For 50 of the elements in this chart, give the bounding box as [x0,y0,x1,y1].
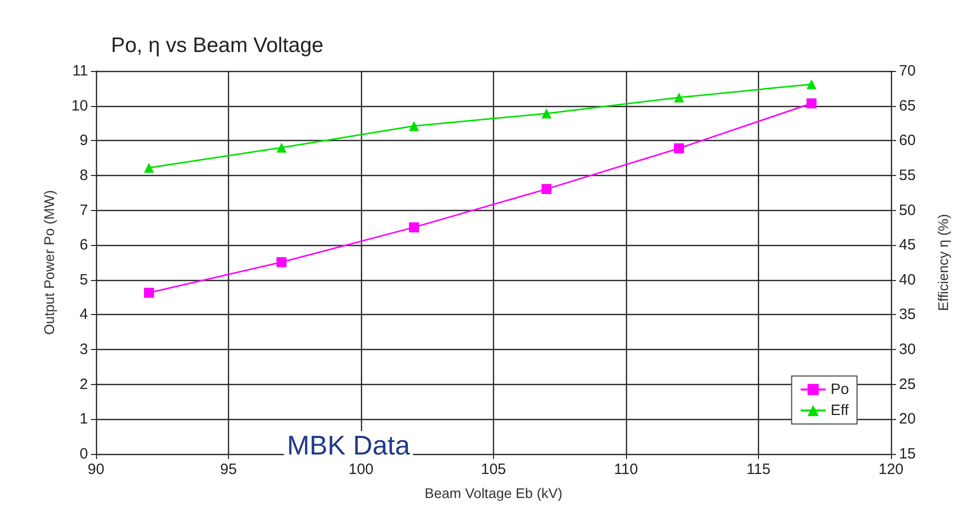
legend-label: Po [830,381,850,398]
x-tick-label: 90 [88,461,104,478]
x-tick-label: 105 [480,461,506,478]
x-tick-label: 100 [348,461,374,478]
y-tick-label: 2 [80,376,88,393]
point [409,121,419,132]
x-axis-title: Beam Voltage Eb (kV) [424,485,562,501]
point [674,143,684,154]
y-tick-label: 3 [80,341,88,358]
y2-tick-label: 70 [899,62,916,80]
y-axis-title: Output Power Po (MW) [41,190,57,335]
y-tick-label: 7 [80,202,88,219]
annotation: MBK Data [287,430,412,460]
y-tick-label: 5 [80,271,88,288]
point [144,162,154,173]
y-tick-label: 10 [71,97,88,114]
y-tick-label: 1 [80,410,88,428]
y2-tick-label: 55 [899,166,916,184]
y2-tick-label: 65 [899,97,916,114]
y-tick-label: 8 [80,166,88,184]
point [806,79,816,90]
point [542,108,552,118]
point [542,184,552,194]
x-tick-label: 115 [746,461,770,478]
x-tick-label: 95 [220,461,237,478]
y2-tick-label: 50 [899,202,916,219]
y-tick-label: 11 [72,62,88,80]
y-tick-label: 0 [80,446,88,462]
y-tick-label: 4 [80,306,88,324]
y2-tick-label: 45 [899,236,916,254]
y2-tick-label: 35 [899,306,916,324]
point [276,257,286,268]
x-tick-label: 120 [878,461,904,478]
y2-tick-label: 15 [899,446,916,462]
point [144,288,154,298]
y-tick-label: 6 [80,236,88,254]
point [674,92,684,102]
point [806,98,816,108]
y-tick-label: 9 [80,132,88,150]
x-tick-label: 110 [614,461,638,478]
y2-tick-label: 60 [899,132,916,150]
point [276,142,286,153]
point [409,222,419,232]
y2-tick-label: 20 [899,410,916,428]
y2-axis-title: Efficiency η (%) [935,214,951,311]
legend-label: Eff [830,402,850,419]
y2-tick-label: 40 [899,271,916,288]
chart-title: Po, η vs Beam Voltage [111,34,324,57]
y2-tick-label: 25 [899,376,916,393]
y2-tick-label: 30 [899,341,916,358]
